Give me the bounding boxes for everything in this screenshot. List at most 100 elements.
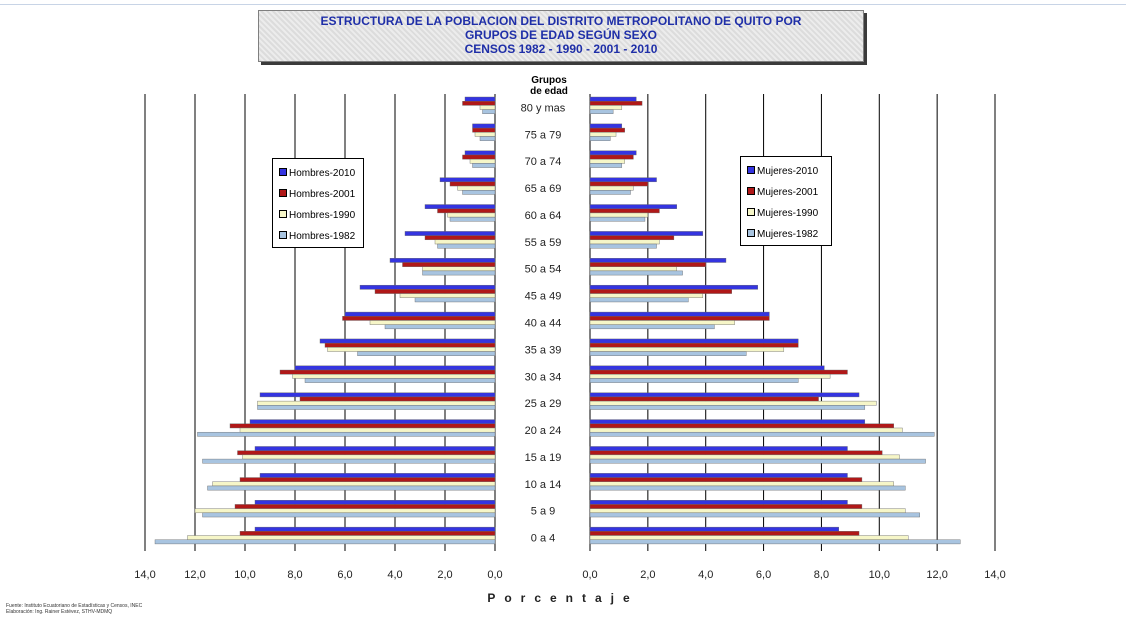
bar-hombres-2010 — [404, 231, 496, 236]
bar-mujeres-1990 — [589, 185, 634, 191]
bar-mujeres-2001 — [589, 154, 634, 160]
legend-swatch — [279, 168, 287, 177]
bar-hombres-1990 — [434, 239, 496, 245]
bar-hombres-2010 — [389, 258, 496, 263]
bar-mujeres-1982 — [589, 297, 689, 303]
bar-hombres-1990 — [212, 481, 496, 487]
legend-entry: Mujeres-1990 — [747, 208, 818, 220]
bar-mujeres-2001 — [589, 262, 706, 267]
bar-mujeres-1990 — [589, 508, 906, 514]
legend-swatch — [747, 229, 755, 238]
legend-label: Hombres-1982 — [289, 231, 356, 242]
bar-hombres-1990 — [257, 400, 496, 406]
bar-hombres-1982 — [479, 136, 496, 141]
top-border-line — [0, 4, 1126, 5]
legend-swatch — [279, 210, 287, 219]
bar-hombres-2001 — [424, 235, 496, 241]
bar-hombres-2001 — [462, 154, 496, 160]
bar-hombres-2001 — [239, 477, 496, 482]
bar-hombres-1990 — [422, 266, 496, 272]
legend-hombres: Hombres-2010 Hombres-2001 Hombres-1990 Homb… — [272, 158, 364, 248]
age-group-label: 20 a 24 — [525, 425, 562, 437]
bar-hombres-2001 — [462, 100, 496, 106]
legend-entry: Hombres-2010 — [279, 168, 355, 180]
bar-mujeres-1982 — [589, 458, 926, 464]
bar-hombres-2010 — [464, 150, 496, 156]
bar-mujeres-2010 — [589, 473, 848, 478]
legend-entry: Hombres-2001 — [279, 189, 355, 201]
age-group-label: 75 a 79 — [525, 129, 562, 141]
bar-mujeres-1990 — [589, 400, 877, 406]
bar-hombres-2010 — [344, 311, 496, 317]
bar-hombres-2010 — [319, 338, 496, 344]
bar-mujeres-1982 — [589, 163, 623, 168]
legend-label: Hombres-2010 — [289, 168, 356, 179]
bar-hombres-1982 — [197, 431, 496, 437]
bar-hombres-2010 — [359, 284, 496, 290]
bar-mujeres-1990 — [589, 212, 649, 218]
bars-hombres — [154, 96, 496, 545]
age-group-label: 0 a 4 — [531, 533, 555, 545]
bar-mujeres-2001 — [589, 208, 660, 214]
legend-entry: Mujeres-1982 — [747, 229, 818, 241]
bar-mujeres-2010 — [589, 446, 848, 451]
bar-mujeres-2001 — [589, 342, 799, 348]
age-group-label: 15 a 19 — [525, 452, 562, 464]
bar-mujeres-1982 — [589, 270, 683, 276]
bar-mujeres-2010 — [589, 284, 758, 290]
bar-mujeres-1990 — [589, 132, 617, 137]
bar-hombres-2001 — [402, 262, 496, 267]
bar-mujeres-2010 — [589, 204, 677, 209]
bar-mujeres-2001 — [589, 504, 863, 509]
bar-mujeres-1982 — [589, 431, 935, 437]
bar-mujeres-1990 — [589, 535, 909, 540]
legend-swatch — [279, 189, 287, 198]
age-group-labels: 80 y mas 75 a 79 70 a 74 65 a 69 60 a 64 55 a… — [521, 102, 566, 544]
bar-hombres-2001 — [299, 396, 496, 402]
age-group-label: 40 a 44 — [525, 318, 562, 330]
age-group-label: 35 a 39 — [525, 344, 562, 356]
bar-mujeres-2010 — [589, 419, 866, 424]
bar-mujeres-2010 — [589, 500, 848, 505]
legend-label: Mujeres-2001 — [757, 187, 819, 198]
bar-mujeres-2001 — [589, 235, 675, 241]
bar-mujeres-1982 — [589, 243, 657, 249]
bar-hombres-2001 — [234, 504, 496, 509]
bar-mujeres-2001 — [589, 100, 643, 106]
bar-hombres-2001 — [229, 423, 496, 429]
bar-hombres-2010 — [254, 500, 496, 505]
bar-mujeres-2010 — [589, 338, 799, 344]
age-group-label: 5 a 9 — [531, 506, 555, 518]
bar-hombres-1990 — [369, 320, 496, 325]
age-group-label: 25 a 29 — [525, 398, 562, 410]
bar-hombres-2010 — [259, 392, 496, 398]
bar-mujeres-1982 — [589, 485, 906, 491]
chart-title-box: ESTRUCTURA DE LA POBLACION DEL DISTRITO … — [258, 10, 864, 62]
x-tick-labels-right: 0,0 2,0 4,0 6,0 8,0 10,0 12,0 14,0 — [582, 569, 1005, 581]
x-tick-label-right: 8,0 — [814, 569, 829, 581]
bar-hombres-2001 — [237, 450, 496, 456]
x-tick-label-right: 12,0 — [926, 569, 947, 581]
footer-source-line: Fuente: Instituto Ecuatoriano de Estadís… — [6, 603, 143, 609]
bar-hombres-2001 — [437, 208, 496, 214]
age-group-label: 10 a 14 — [525, 479, 562, 491]
bar-hombres-2001 — [324, 342, 496, 348]
bar-hombres-1990 — [447, 212, 496, 218]
bar-mujeres-1990 — [589, 374, 831, 379]
bar-mujeres-2001 — [589, 396, 819, 402]
bar-mujeres-1990 — [589, 481, 894, 487]
bar-hombres-1982 — [207, 485, 496, 491]
bar-mujeres-1982 — [589, 512, 920, 518]
bar-mujeres-1990 — [589, 454, 900, 460]
x-tick-label-left: 14,0 — [134, 569, 155, 581]
x-axis-title: Porcentaje — [487, 591, 639, 605]
x-tick-label-right: 6,0 — [756, 569, 771, 581]
bar-hombres-1982 — [202, 458, 496, 464]
x-tick-labels-left: 14,0 12,0 10,0 8,0 6,0 4,0 2,0 0,0 — [134, 569, 502, 581]
bar-hombres-1982 — [384, 324, 496, 330]
bar-mujeres-2010 — [589, 231, 704, 236]
bar-hombres-2010 — [294, 365, 496, 371]
bar-hombres-1990 — [292, 374, 496, 379]
x-tick-label-left: 6,0 — [337, 569, 352, 581]
bar-hombres-1990 — [239, 427, 496, 433]
